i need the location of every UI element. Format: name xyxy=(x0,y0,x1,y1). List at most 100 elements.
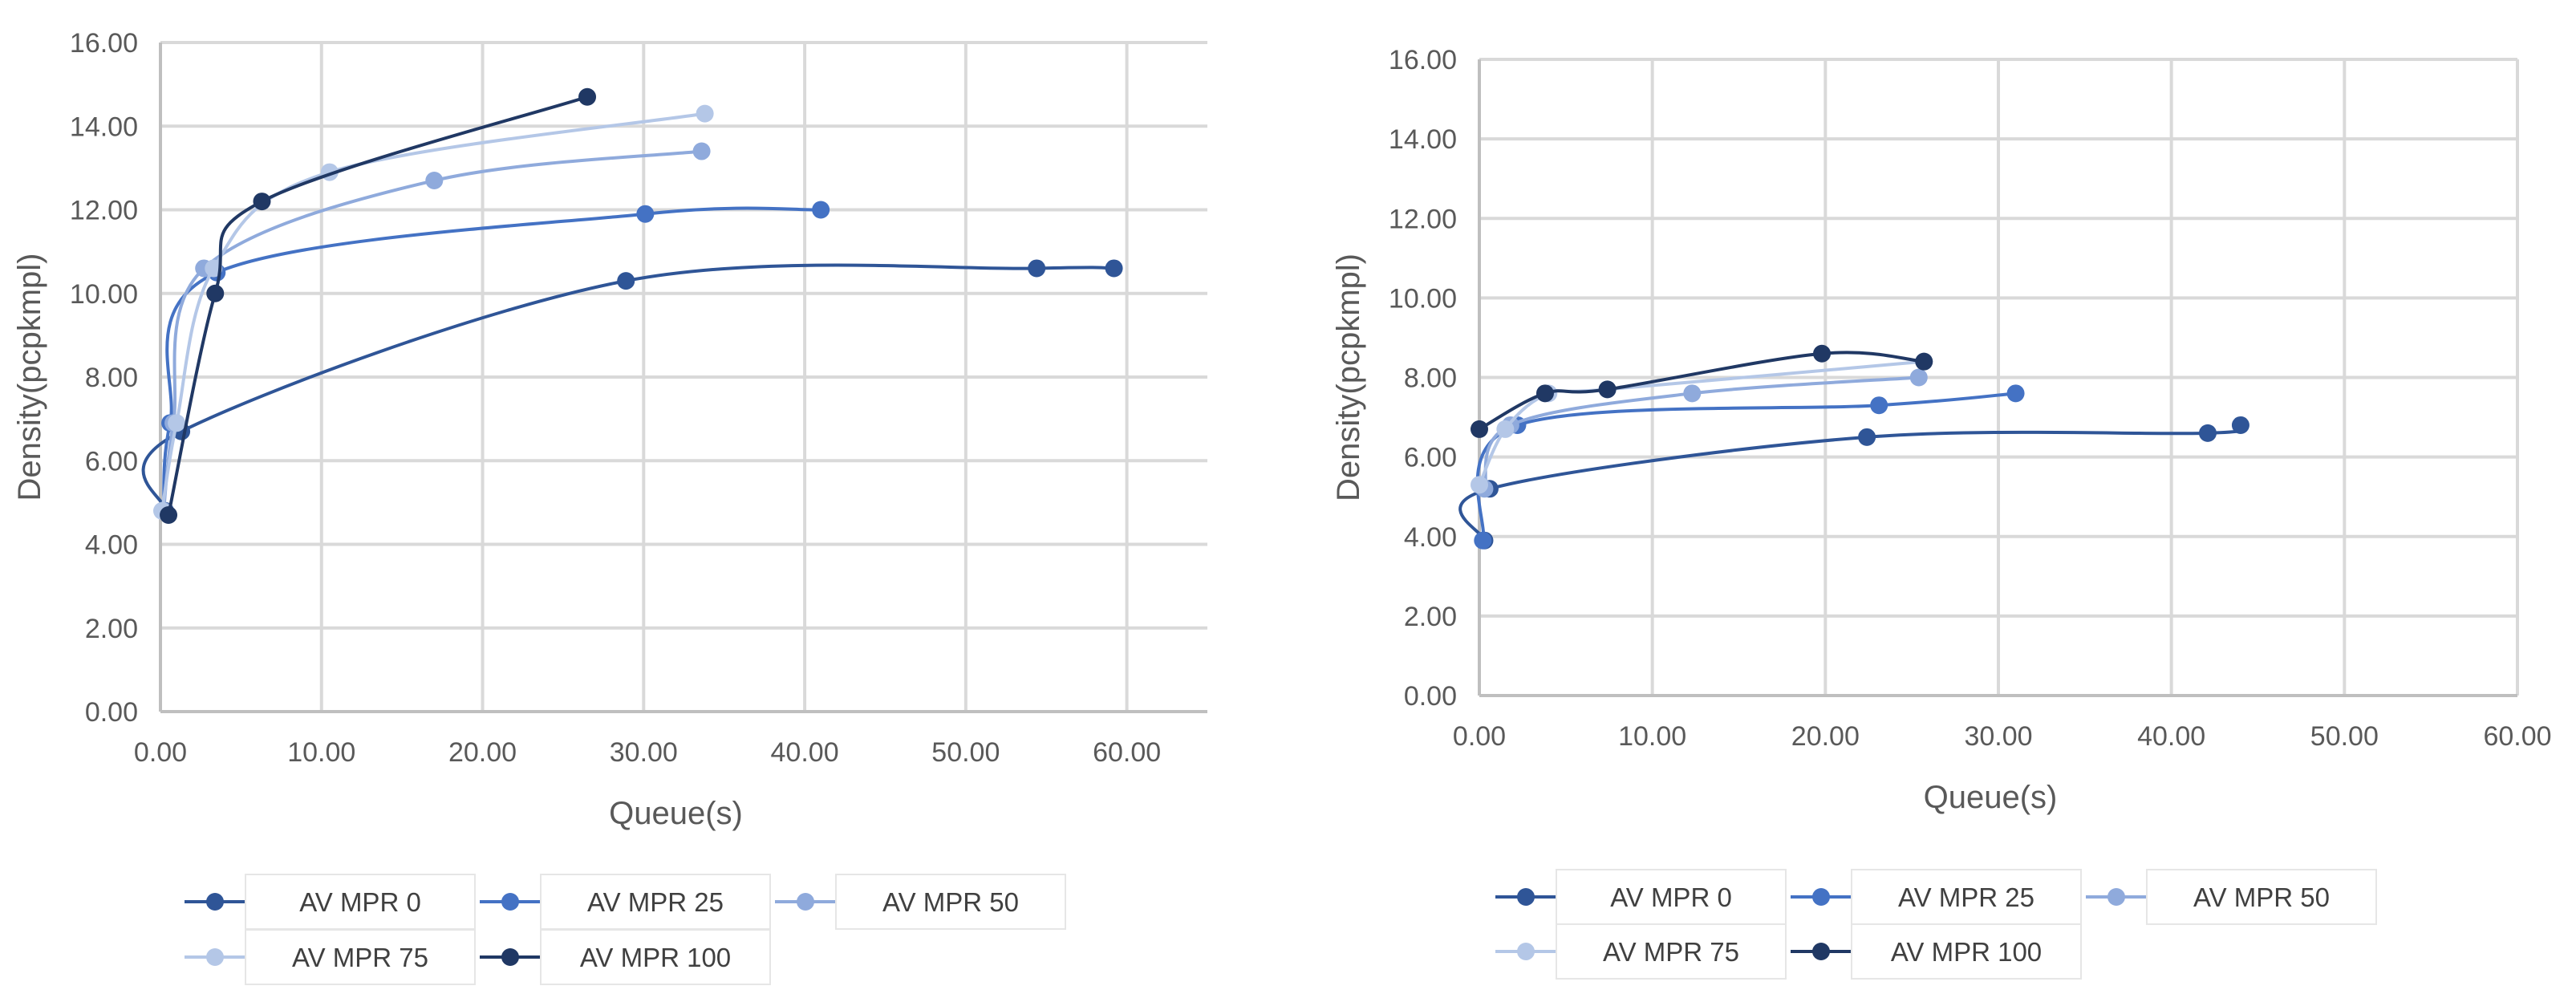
x-tick-label: 10.00 xyxy=(1618,721,1686,752)
x-tick-label: 50.00 xyxy=(2310,721,2379,752)
data-point xyxy=(160,506,178,525)
data-point xyxy=(425,172,444,190)
legend-label: AV MPR 25 xyxy=(587,887,724,917)
data-point xyxy=(1858,428,1876,446)
y-tick-label: 14.00 xyxy=(70,112,138,142)
y-axis-title: Density(pcpkmpl) xyxy=(12,254,47,501)
data-point xyxy=(1598,380,1617,399)
series-line xyxy=(162,206,821,511)
legend-marker xyxy=(2107,888,2125,906)
legend-entry: AV MPR 50 xyxy=(775,874,1066,930)
series-line xyxy=(1458,424,2247,542)
legend-entry: AV MPR 25 xyxy=(1791,869,2082,925)
legend-box xyxy=(1851,923,2082,980)
legend-entry: AV MPR 50 xyxy=(2086,869,2377,925)
legend-entry: AV MPR 0 xyxy=(1495,869,1787,925)
legend-marker xyxy=(501,893,519,911)
x-axis-title: Queue(s) xyxy=(609,796,743,831)
legend-box xyxy=(2146,869,2377,925)
x-axis-title: Queue(s) xyxy=(1924,780,2058,815)
y-tick-label: 10.00 xyxy=(70,279,138,310)
y-tick-label: 0.00 xyxy=(85,697,138,728)
x-tick-label: 30.00 xyxy=(1964,721,2032,752)
x-tick-label: 20.00 xyxy=(1791,721,1860,752)
legend-label: AV MPR 0 xyxy=(1610,882,1732,912)
data-point xyxy=(1028,259,1046,278)
data-point xyxy=(696,104,714,123)
data-point xyxy=(2006,384,2025,403)
legend-box xyxy=(245,929,476,985)
series-av-mpr-50 xyxy=(155,142,711,520)
x-tick-label: 20.00 xyxy=(448,737,517,768)
y-tick-label: 0.00 xyxy=(1404,681,1457,712)
data-point xyxy=(1535,384,1554,403)
y-axis-title: Density(pcpkmpl) xyxy=(1331,254,1366,501)
data-point xyxy=(1471,420,1488,438)
legend-box xyxy=(1556,923,1787,980)
data-point xyxy=(2198,424,2217,442)
x-tick-label: 10.00 xyxy=(287,737,355,768)
legend-label: AV MPR 75 xyxy=(292,943,428,972)
series-av-mpr-100 xyxy=(1471,344,1933,438)
y-tick-label: 2.00 xyxy=(1404,602,1457,632)
series-line xyxy=(1483,375,1919,490)
data-point xyxy=(1909,368,1928,387)
y-tick-label: 12.00 xyxy=(1389,204,1457,234)
data-point xyxy=(2231,416,2249,434)
legend-label: AV MPR 0 xyxy=(299,887,421,917)
y-tick-label: 16.00 xyxy=(70,28,138,59)
x-tick-label: 30.00 xyxy=(610,737,678,768)
data-point xyxy=(1471,476,1488,494)
legend-label: AV MPR 25 xyxy=(1898,882,2034,912)
x-tick-label: 60.00 xyxy=(2483,721,2551,752)
data-point xyxy=(1813,344,1832,363)
x-tick-label: 40.00 xyxy=(771,737,839,768)
data-point xyxy=(253,193,271,211)
data-point xyxy=(578,87,597,106)
legend-label: AV MPR 75 xyxy=(1603,937,1739,967)
series-line xyxy=(1475,391,2016,542)
data-point xyxy=(692,142,711,160)
y-tick-label: 6.00 xyxy=(85,446,138,477)
series-av-mpr-0 xyxy=(141,259,1123,520)
y-tick-label: 8.00 xyxy=(85,363,138,393)
y-tick-label: 6.00 xyxy=(1404,443,1457,473)
x-tick-label: 0.00 xyxy=(1453,721,1506,752)
data-point xyxy=(1474,531,1492,550)
data-point xyxy=(1870,396,1888,415)
x-tick-label: 0.00 xyxy=(134,737,187,768)
y-tick-label: 4.00 xyxy=(1404,522,1457,553)
data-point xyxy=(1683,384,1702,403)
series-line xyxy=(141,263,1114,512)
data-point xyxy=(812,201,830,219)
y-tick-label: 4.00 xyxy=(85,530,138,561)
data-point xyxy=(1915,352,1933,371)
y-tick-label: 16.00 xyxy=(1389,45,1457,75)
x-tick-label: 40.00 xyxy=(2137,721,2205,752)
series-line xyxy=(167,95,588,516)
legend-entry: AV MPR 75 xyxy=(185,929,476,985)
legend-label: AV MPR 100 xyxy=(580,943,731,972)
legend-marker xyxy=(1517,888,1535,906)
series-av-mpr-0 xyxy=(1458,416,2249,550)
legend-entry: AV MPR 0 xyxy=(185,874,476,930)
legend-label: AV MPR 50 xyxy=(2193,882,2330,912)
data-point xyxy=(636,205,655,223)
legend-label: AV MPR 50 xyxy=(882,887,1019,917)
chart-2: 0.00 2.00 4.00 6.00 8.00 10.00 12.00 14.00 16.00… xyxy=(1331,45,2552,980)
y-tick-label: 8.00 xyxy=(1404,363,1457,394)
y-tick-label: 2.00 xyxy=(85,614,138,644)
series-line xyxy=(162,149,702,512)
x-tick-label: 60.00 xyxy=(1093,737,1161,768)
series-av-mpr-100 xyxy=(160,87,597,525)
data-point xyxy=(1105,259,1123,278)
legend-label: AV MPR 100 xyxy=(1891,937,2042,967)
series-av-mpr-25 xyxy=(155,201,830,520)
legend-marker xyxy=(1517,943,1535,960)
legend-entry: AV MPR 25 xyxy=(480,874,771,930)
chart-1: 0.00 2.00 4.00 6.00 8.00 10.00 12.00 14.00 16.00… xyxy=(12,28,1207,985)
data-point xyxy=(168,414,186,432)
y-tick-label: 10.00 xyxy=(1389,283,1457,314)
data-point xyxy=(1496,420,1515,438)
